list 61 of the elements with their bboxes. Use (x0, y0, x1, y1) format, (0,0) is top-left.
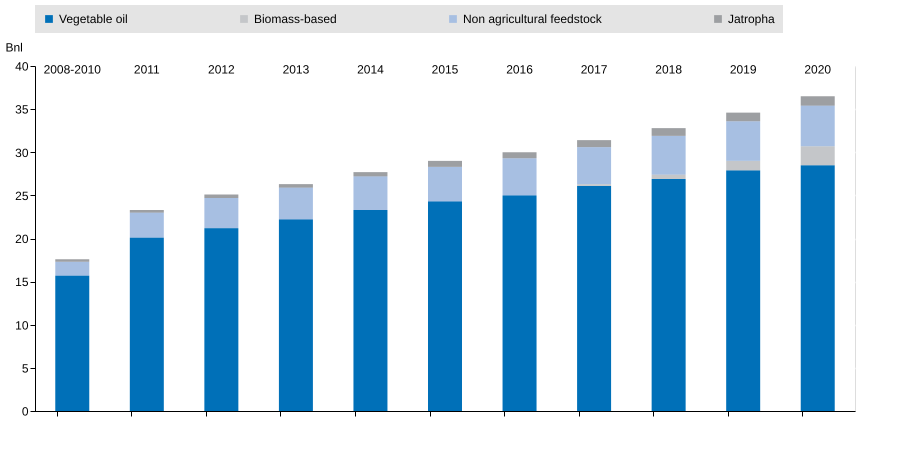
bar (577, 147, 612, 184)
bar (800, 165, 835, 411)
x-tick-label: 2011 (134, 62, 160, 76)
bar (502, 195, 537, 411)
legend-label: Non agricultural feedstock (463, 12, 603, 26)
bar (726, 121, 760, 161)
y-tick-label: 0 (22, 404, 29, 418)
y-tick-label: 10 (15, 318, 29, 332)
bar (278, 184, 313, 188)
y-tick-label: 25 (15, 188, 29, 203)
bar (353, 172, 388, 176)
y-tick-label: 15 (15, 275, 29, 290)
bar (800, 106, 835, 146)
bar (278, 220, 313, 411)
bar (577, 186, 612, 411)
bar (428, 160, 462, 167)
bar (428, 166, 462, 202)
x-tick-label: 2014 (357, 62, 384, 76)
bar (130, 238, 164, 411)
x-tick-label: 2017 (580, 62, 608, 76)
bar (55, 276, 90, 411)
x-tick-label: 2008-2010 (44, 62, 102, 76)
bar (204, 194, 238, 198)
legend-label: Vegetable oil (59, 12, 128, 26)
bar (428, 201, 462, 411)
bar (204, 198, 238, 228)
bar (726, 160, 760, 170)
bar (800, 146, 835, 166)
x-tick-label: 2019 (730, 62, 757, 76)
x-tick-label: 2015 (432, 62, 459, 76)
bar (278, 188, 313, 220)
bar (726, 112, 760, 122)
y-axis-title: Bnl (6, 40, 23, 54)
x-tick-label: 2012 (208, 62, 236, 76)
bar (652, 136, 686, 175)
bar (55, 262, 90, 276)
x-tick-label: 2020 (804, 62, 832, 76)
bar (130, 210, 164, 213)
bar (353, 210, 388, 411)
x-tick-label: 2013 (282, 62, 310, 76)
legend-label: Jatropha (728, 12, 776, 26)
y-tick-label: 35 (15, 102, 29, 117)
bar (353, 176, 388, 210)
bar (800, 96, 835, 106)
x-tick-label: 2016 (506, 62, 534, 76)
legend-label: Biomass-based (254, 12, 337, 26)
bar (502, 152, 537, 158)
y-tick-label: 5 (22, 361, 29, 376)
x-tick-label: 2018 (655, 62, 682, 76)
bar (204, 228, 238, 411)
y-tick-label: 20 (15, 232, 29, 246)
y-tick-label: 40 (15, 60, 29, 74)
bar (652, 178, 686, 411)
y-tick-label: 30 (15, 146, 29, 160)
bar (726, 170, 760, 411)
bar (130, 212, 164, 238)
bar (577, 140, 612, 148)
bar (55, 259, 90, 262)
bar (652, 174, 686, 179)
bar (502, 158, 537, 196)
bar (652, 128, 686, 136)
